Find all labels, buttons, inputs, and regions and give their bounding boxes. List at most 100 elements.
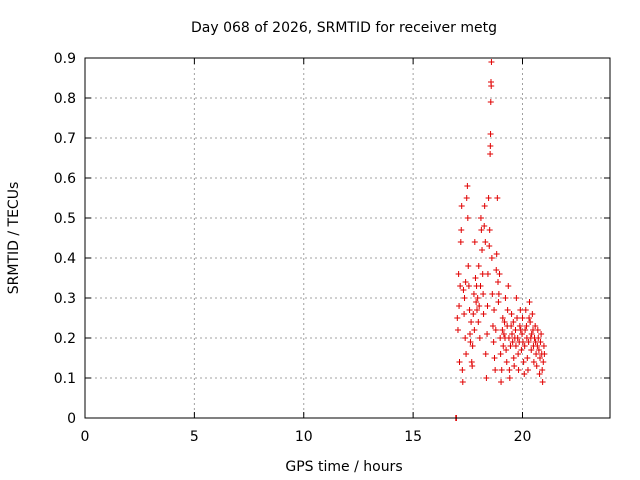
data-point <box>495 291 502 297</box>
data-point <box>459 367 466 373</box>
data-point <box>508 323 515 329</box>
data-point <box>487 143 494 149</box>
data-point <box>512 327 519 333</box>
data-point <box>486 243 493 249</box>
y-tick-label: 0.9 <box>54 51 76 67</box>
data-point <box>525 339 532 345</box>
data-point <box>527 319 534 325</box>
data-point <box>513 295 520 301</box>
data-point <box>474 295 481 301</box>
data-point <box>462 279 469 285</box>
data-point <box>540 359 547 365</box>
data-point <box>454 315 461 321</box>
data-point <box>524 355 531 361</box>
data-point <box>467 331 473 337</box>
data-point <box>466 307 473 313</box>
data-point <box>505 283 512 289</box>
data-point <box>535 335 542 341</box>
y-tick-label: 0.8 <box>54 91 76 107</box>
data-point <box>461 311 468 317</box>
data-point <box>469 343 476 349</box>
data-point <box>498 367 505 373</box>
data-point <box>514 315 521 321</box>
data-point <box>503 359 510 365</box>
data-point <box>463 351 470 357</box>
data-point <box>495 299 502 305</box>
data-point <box>520 359 527 365</box>
x-tick-label: 10 <box>295 429 313 445</box>
data-point <box>487 99 494 105</box>
data-point <box>465 283 472 289</box>
data-point <box>454 327 461 333</box>
data-point <box>456 303 463 309</box>
data-point <box>493 267 500 273</box>
data-point <box>495 279 501 285</box>
data-point <box>485 195 492 201</box>
data-point <box>491 307 498 313</box>
plot-frame <box>84 57 611 419</box>
data-point <box>476 303 483 309</box>
data-point <box>519 339 526 345</box>
data-points <box>452 59 548 421</box>
data-point <box>481 203 488 209</box>
data-point <box>512 343 519 349</box>
data-point <box>500 331 507 337</box>
data-point <box>491 355 498 361</box>
y-axis-label: SRMTID / TECUs <box>6 182 22 295</box>
data-point <box>501 319 508 325</box>
data-point <box>524 367 531 373</box>
data-point <box>484 271 491 277</box>
data-point <box>494 195 501 201</box>
data-point <box>537 355 543 361</box>
data-point <box>499 315 506 321</box>
data-point <box>462 335 469 341</box>
data-point <box>533 363 540 369</box>
data-point <box>488 83 495 89</box>
data-point <box>475 319 482 325</box>
data-point <box>538 331 545 337</box>
data-point <box>480 311 487 317</box>
data-point <box>490 339 497 345</box>
data-point <box>509 339 516 345</box>
data-point <box>515 351 522 357</box>
y-tick-label: 0.4 <box>54 251 76 267</box>
x-axis-ticks: 0 5 10 15 20 <box>81 58 531 445</box>
data-point <box>463 195 470 201</box>
x-tick-label: 5 <box>190 429 199 445</box>
data-point <box>459 379 466 385</box>
y-tick-label: 0.1 <box>54 371 76 387</box>
data-point <box>455 271 462 277</box>
data-point <box>477 215 484 221</box>
data-point <box>508 311 515 317</box>
y-tick-label: 0.6 <box>54 171 76 187</box>
data-point <box>458 203 465 209</box>
data-point <box>521 343 528 349</box>
data-point <box>510 355 517 361</box>
data-point <box>539 367 546 373</box>
data-point <box>464 183 471 189</box>
data-point <box>489 323 496 329</box>
data-point <box>473 299 480 305</box>
x-tick-label: 15 <box>404 429 422 445</box>
data-point <box>522 327 529 333</box>
data-point <box>492 327 499 333</box>
data-point <box>464 215 471 221</box>
data-point <box>506 367 513 373</box>
data-point <box>519 331 526 337</box>
data-point <box>511 363 518 369</box>
data-point <box>504 307 511 313</box>
data-point <box>540 343 547 349</box>
data-point <box>500 343 507 349</box>
data-point <box>502 295 509 301</box>
data-point <box>488 59 495 65</box>
data-point <box>518 347 525 353</box>
data-point <box>539 379 546 385</box>
data-point <box>534 327 541 333</box>
data-point <box>497 351 504 357</box>
y-tick-label: 0.2 <box>54 331 76 347</box>
data-point <box>541 351 548 357</box>
data-point <box>519 315 526 321</box>
y-tick-label: 0.3 <box>54 291 76 307</box>
data-point <box>470 291 477 297</box>
data-point <box>467 339 474 345</box>
